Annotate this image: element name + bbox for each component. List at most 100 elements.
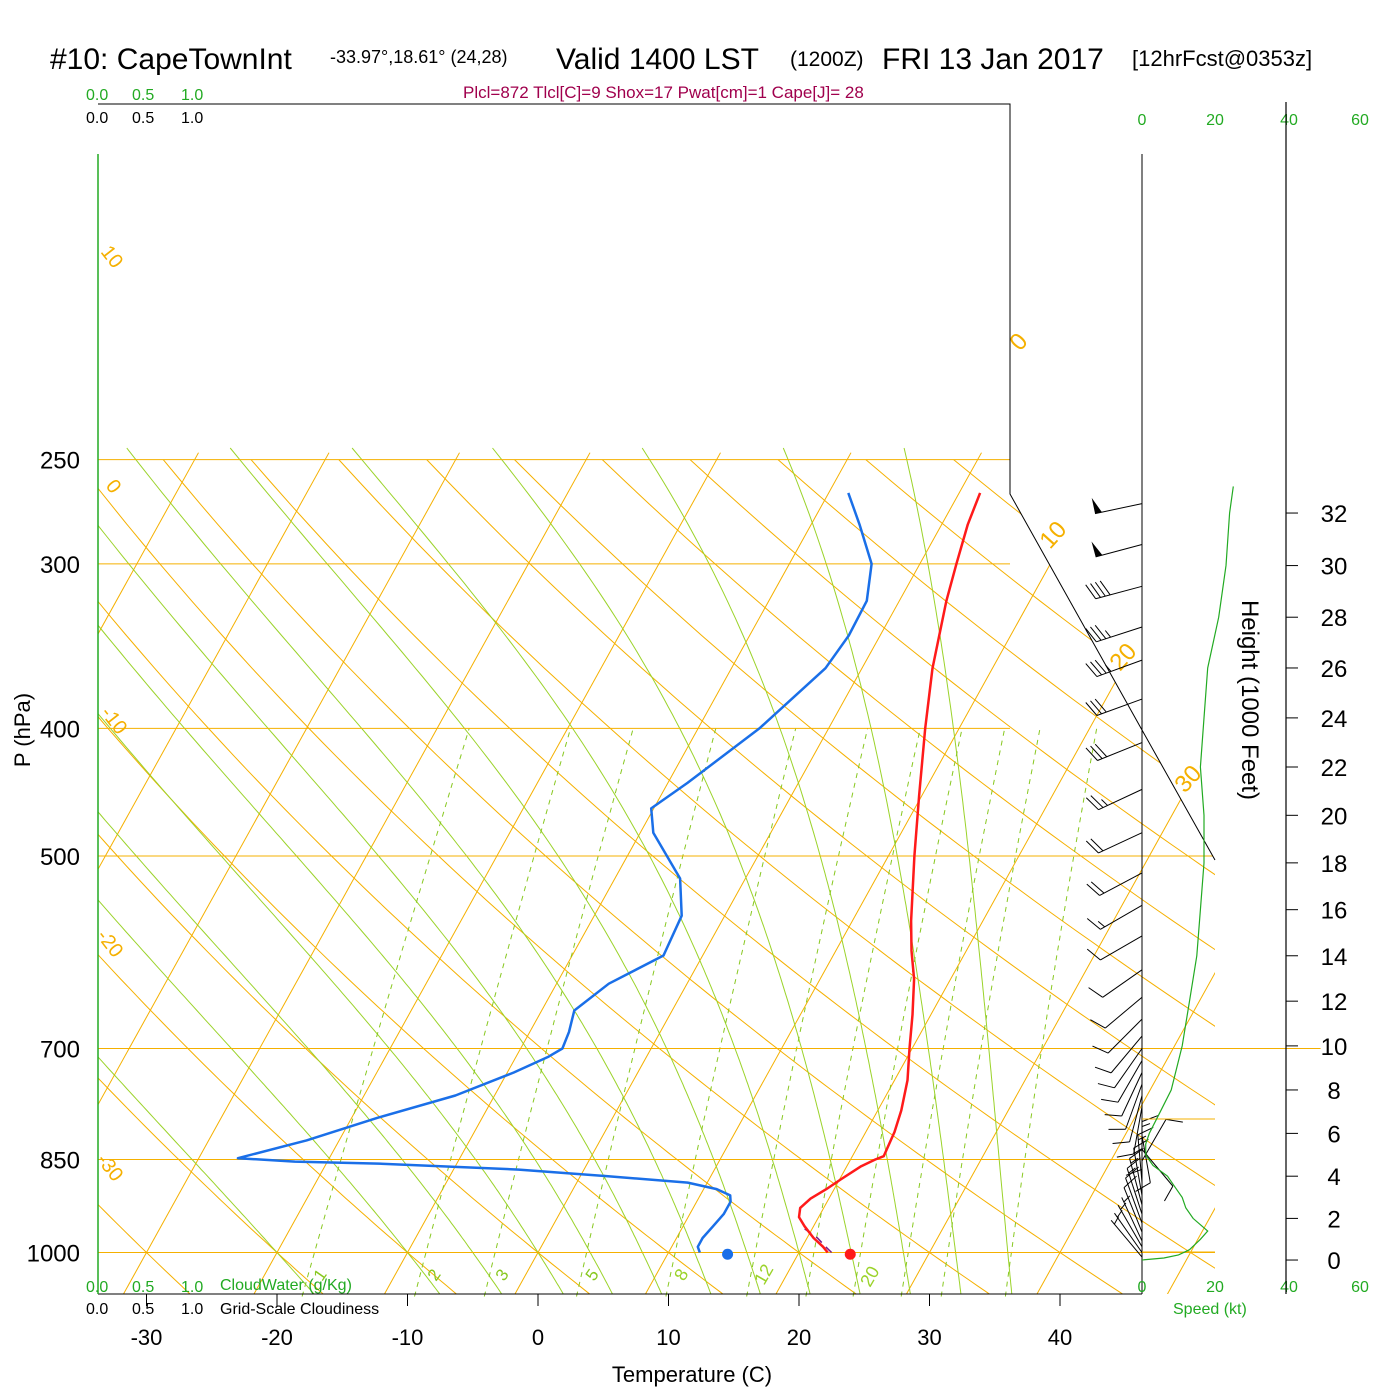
temperature-tick-20: 20	[787, 1325, 811, 1350]
height-tick-24: 24	[1321, 706, 1348, 733]
wind-barb-half-feather	[1141, 1123, 1151, 1128]
wind-barb	[1141, 1149, 1174, 1202]
temperature-tick-0: 0	[532, 1325, 544, 1350]
wind-barb	[1085, 659, 1143, 678]
cloud-top-black-1: 0.5	[132, 110, 154, 127]
pressure-axis: 250 300 400 500 700 850 1000	[27, 448, 80, 1268]
height-tick-0: 0	[1327, 1248, 1340, 1275]
surface-markers	[722, 1248, 856, 1260]
temperature-tick--10: -10	[392, 1325, 424, 1350]
wind-barb	[1123, 1175, 1143, 1233]
wet-label-20: 20	[856, 1263, 883, 1290]
pressure-axis-label: P (hPa)	[10, 693, 35, 767]
wind-barb	[1085, 625, 1143, 643]
wind-barb	[1085, 742, 1143, 761]
wind-barb-staff	[1097, 742, 1143, 761]
wind-barb-half-feather	[1134, 1148, 1143, 1154]
wind-barb	[1104, 1072, 1143, 1117]
cloud-water-label: CloudWater (g/Kg)	[220, 1277, 352, 1294]
title-station: #10: CapeTownInt	[50, 43, 292, 76]
wind-barb-staff	[1094, 503, 1143, 515]
wind-barb	[1125, 1121, 1143, 1176]
wind-barb-staff	[1141, 1149, 1174, 1187]
temperature-tick--30: -30	[131, 1325, 163, 1350]
height-tick-12: 12	[1321, 989, 1348, 1016]
wind-barb-feather	[1090, 745, 1103, 759]
cloud-top-green-0: 0.0	[86, 87, 108, 104]
wind-barb	[1086, 935, 1143, 961]
wind-barb	[1135, 1135, 1151, 1192]
wind-barb-staff	[1095, 543, 1143, 558]
pressure-tick-400: 400	[40, 716, 80, 743]
wind-barb-feather	[1085, 840, 1099, 854]
dry-adiabat-line	[514, 459, 1215, 1294]
wind-barb-staff	[1133, 1106, 1143, 1155]
isotherm-line	[1035, 452, 1215, 1294]
speed-bottom-0: 0	[1138, 1279, 1147, 1296]
cloud-bottom-green-1: 0.5	[132, 1279, 154, 1296]
cloud-bottom-green-0: 0.0	[86, 1279, 108, 1296]
isotherm-label-minus10: -10	[96, 703, 131, 739]
wind-barb-staff	[1114, 1048, 1143, 1089]
moist-adiabat-line	[903, 447, 1013, 1294]
wind-barb-staff	[1121, 1072, 1143, 1117]
dry-adiabat-line	[1305, 460, 1400, 1297]
temperature-axis: -30 -20 -10 0 10 20 30 40	[131, 1294, 1072, 1350]
wind-barb	[1112, 1095, 1143, 1145]
wind-barb-staff	[1114, 1212, 1143, 1253]
wind-barb	[1108, 1083, 1143, 1130]
dry-adiabat-line	[250, 459, 1215, 1294]
wind-barb-staff	[1098, 832, 1143, 854]
wind-barb-half-feather	[1123, 1195, 1131, 1203]
speed-scale-top: 0 20 40 60	[1138, 112, 1369, 129]
dry-adiabat-line	[98, 459, 327, 1294]
mixing-ratio-line	[665, 728, 797, 1297]
isotherm-line	[98, 452, 460, 1294]
cloud-bottom-black-0: 0.0	[86, 1301, 108, 1318]
wind-barb-feather	[1137, 1126, 1154, 1136]
temperature-axis-label: Temperature (C)	[612, 1362, 772, 1387]
mixing-ratio-line	[940, 728, 1041, 1297]
wind-barb	[1085, 832, 1143, 854]
pressure-tick-850: 850	[40, 1148, 80, 1175]
wind-barb-staff	[1102, 969, 1143, 998]
moist-adiabat-line	[98, 447, 664, 1294]
moist-adiabat-line	[126, 447, 713, 1294]
pressure-tick-700: 700	[40, 1036, 80, 1063]
speed-scale-bottom: 0 20 40 60 Speed (kt)	[1138, 1279, 1369, 1318]
pressure-tick-250: 250	[40, 448, 80, 475]
wind-barb-staff	[1095, 585, 1143, 600]
wind-barb-staff	[1096, 698, 1143, 716]
dry-adiabat-line	[98, 459, 994, 1294]
moist-adiabat-line	[98, 447, 443, 1294]
dewpoint-profile	[236, 492, 873, 1253]
wind-barb-feather	[1090, 881, 1105, 894]
title-coords: -33.97°,18.61° (24,28)	[330, 47, 508, 67]
wind-barb-staff	[1126, 1168, 1143, 1215]
wind-barb-staff	[1110, 1219, 1143, 1258]
dry-adiabat-line	[426, 459, 1215, 1294]
wind-barb	[1110, 1216, 1143, 1258]
speed-top-40: 40	[1280, 112, 1298, 129]
isotherm-labels: 10 0 -10 -20 -30 0 10 20 30	[92, 242, 1207, 1186]
wind-barb-staff	[1107, 1018, 1143, 1054]
height-tick-28: 28	[1321, 605, 1348, 632]
cloud-bottom-black-2: 1.0	[181, 1301, 203, 1318]
wind-barb-feather	[1092, 1045, 1109, 1054]
moist-adiabat-line	[98, 447, 504, 1294]
wind-barb-staff	[1129, 1158, 1143, 1205]
wind-speed-line	[1141, 486, 1234, 1261]
mixing-ratio-line	[301, 728, 470, 1297]
wind-barb-feather	[1086, 948, 1101, 961]
wind-barb-feather	[1094, 1066, 1112, 1074]
wind-barb-feather	[1133, 1139, 1149, 1149]
mixing-ratio-line	[576, 728, 717, 1297]
wind-barb-feather	[1088, 987, 1103, 998]
wind-barb-flag	[1091, 497, 1102, 514]
moist-adiabat-line	[782, 447, 962, 1294]
temperature-tick-10: 10	[656, 1325, 680, 1350]
wind-barb-feather	[1164, 1185, 1174, 1202]
wind-barb-half-feather	[1105, 664, 1112, 672]
isotherm-line	[382, 452, 852, 1294]
wind-barb-staff	[1141, 1135, 1151, 1183]
